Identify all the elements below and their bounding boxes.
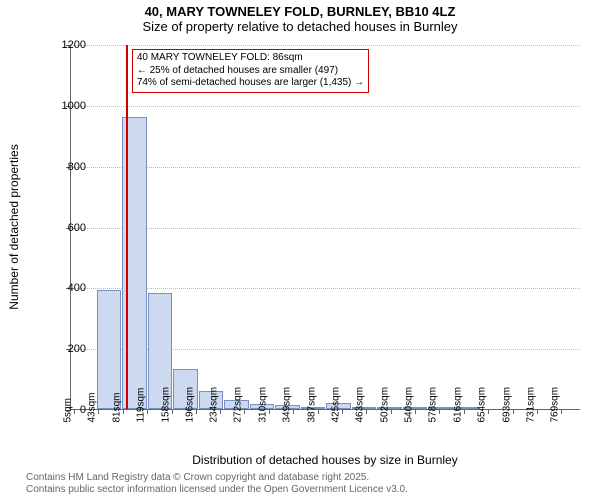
xtick-mark <box>196 409 197 414</box>
chart-title-block: 40, MARY TOWNELEY FOLD, BURNLEY, BB10 4L… <box>0 4 600 34</box>
xtick-mark <box>342 409 343 414</box>
reference-line <box>126 45 128 409</box>
xtick-mark <box>537 409 538 414</box>
xtick-mark <box>464 409 465 414</box>
xtick-mark <box>98 409 99 414</box>
plot-area: 40 MARY TOWNELEY FOLD: 86sqm← 25% of det… <box>70 45 580 410</box>
xtick-mark <box>74 409 75 414</box>
ytick-label: 0 <box>80 404 86 416</box>
gridline-h <box>71 167 580 168</box>
gridline-h <box>71 45 580 46</box>
xtick-mark <box>439 409 440 414</box>
y-axis-label: Number of detached properties <box>7 144 21 309</box>
xtick-mark <box>318 409 319 414</box>
footer-line2: Contains public sector information licen… <box>26 484 408 496</box>
ytick-label: 1200 <box>62 39 86 51</box>
xtick-mark <box>391 409 392 414</box>
xtick-mark <box>561 409 562 414</box>
ytick-label: 200 <box>68 343 86 355</box>
xtick-mark <box>513 409 514 414</box>
chart-title-line1: 40, MARY TOWNELEY FOLD, BURNLEY, BB10 4L… <box>0 4 600 19</box>
callout-line1: 40 MARY TOWNELEY FOLD: 86sqm <box>137 52 364 65</box>
callout-line3: 74% of semi-detached houses are larger (… <box>137 77 364 90</box>
xtick-mark <box>123 409 124 414</box>
chart-title-line2: Size of property relative to detached ho… <box>0 19 600 34</box>
xtick-mark <box>147 409 148 414</box>
xtick-mark <box>244 409 245 414</box>
histogram-bar <box>97 290 122 409</box>
ytick-label: 800 <box>68 161 86 173</box>
ytick-label: 600 <box>68 222 86 234</box>
xtick-mark <box>415 409 416 414</box>
footer-line1: Contains HM Land Registry data © Crown c… <box>26 472 408 484</box>
callout-box: 40 MARY TOWNELEY FOLD: 86sqm← 25% of det… <box>132 49 369 93</box>
ytick-label: 400 <box>68 282 86 294</box>
x-axis-label: Distribution of detached houses by size … <box>70 453 580 467</box>
xtick-mark <box>220 409 221 414</box>
gridline-h <box>71 228 580 229</box>
xtick-mark <box>293 409 294 414</box>
ytick-label: 1000 <box>62 100 86 112</box>
callout-line2: ← 25% of detached houses are smaller (49… <box>137 65 364 78</box>
xtick-mark <box>172 409 173 414</box>
gridline-h <box>71 288 580 289</box>
xtick-mark <box>488 409 489 414</box>
xtick-mark <box>269 409 270 414</box>
xtick-mark <box>366 409 367 414</box>
gridline-h <box>71 106 580 107</box>
footer-attribution: Contains HM Land Registry data © Crown c… <box>26 472 408 496</box>
